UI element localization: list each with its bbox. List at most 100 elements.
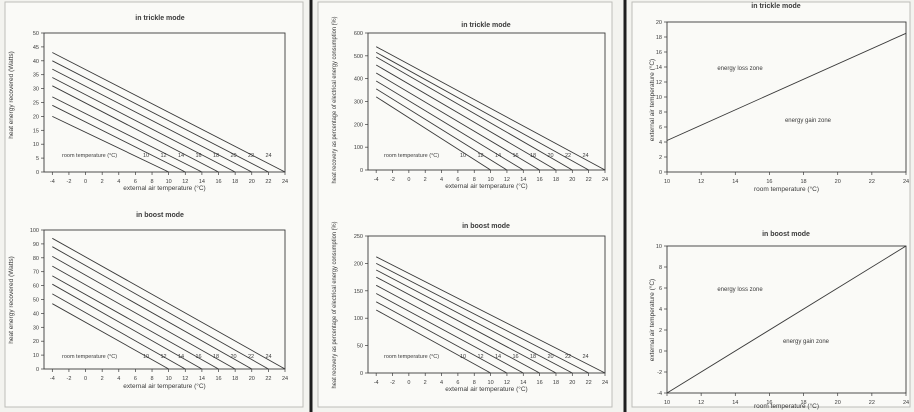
y-tick-label: 18 — [656, 35, 662, 41]
y-tick-label: 0 — [36, 367, 39, 373]
x-tick-label: 0 — [84, 376, 87, 382]
x-axis-label: external air temperature (°C) — [445, 385, 527, 393]
x-tick-label: 14 — [199, 376, 205, 382]
line-label: 24 — [265, 153, 271, 159]
series-line-22 — [375, 52, 589, 171]
y-tick-label: 16 — [656, 50, 662, 56]
y-tick-label: 90 — [33, 242, 39, 248]
series-line-14 — [375, 80, 524, 171]
x-tick-label: 14 — [732, 400, 738, 406]
x-tick-label: 10 — [664, 179, 670, 185]
y-tick-label: 250 — [354, 234, 363, 240]
x-tick-label: -4 — [374, 380, 379, 386]
y-tick-label: 30 — [33, 325, 39, 331]
series-line — [666, 245, 907, 394]
sheet-panel-2 — [317, 1, 613, 408]
series-line-24 — [52, 52, 286, 173]
x-axis-label: room temperature (°C) — [754, 185, 819, 193]
line-label: 18 — [530, 153, 536, 159]
series-line-16 — [375, 284, 540, 374]
y-tick-label: 14 — [656, 65, 662, 71]
x-tick-label: 12 — [504, 177, 510, 183]
x-tick-label: 24 — [282, 179, 288, 185]
chart-title: in trickle mode — [461, 22, 511, 29]
x-tick-label: 4 — [117, 376, 120, 382]
series-line-10 — [52, 115, 169, 173]
y-tick-label: 40 — [33, 311, 39, 317]
energy-loss-zone-label: energy loss zone — [717, 287, 763, 293]
line-label: 20 — [230, 354, 236, 360]
series-line-18 — [52, 77, 236, 173]
x-tick-label: -4 — [50, 179, 55, 185]
room-temperature-label: room temperature (°C) — [62, 153, 117, 159]
series-line-16 — [52, 85, 219, 173]
line-label: 14 — [178, 153, 184, 159]
y-tick-label: 80 — [33, 256, 39, 262]
x-tick-label: 22 — [586, 380, 592, 386]
x-tick-label: 8 — [151, 376, 154, 382]
sheet-panel-3 — [631, 1, 911, 408]
series-line-10 — [375, 309, 491, 374]
y-tick-label: 6 — [659, 286, 662, 292]
series-line-12 — [52, 293, 186, 370]
series-line-10 — [375, 96, 491, 171]
y-tick-label: 0 — [659, 170, 662, 176]
x-tick-label: 18 — [801, 179, 807, 185]
line-label: 24 — [265, 354, 271, 360]
x-tick-label: 24 — [903, 179, 909, 185]
x-tick-label: 16 — [766, 400, 772, 406]
x-tick-label: 8 — [473, 177, 476, 183]
series-line-22 — [375, 263, 589, 374]
line-label: 20 — [547, 354, 553, 360]
x-tick-label: 10 — [488, 380, 494, 386]
x-tick-label: 12 — [698, 179, 704, 185]
line-label: 22 — [248, 354, 254, 360]
y-tick-label: 8 — [659, 265, 662, 271]
sheet-panel-1 — [4, 1, 304, 408]
x-tick-label: 20 — [569, 177, 575, 183]
y-axis-label: heat energy recovered (Watts) — [8, 51, 15, 139]
y-tick-label: 400 — [354, 77, 363, 83]
x-axis-label: external air temperature (°C) — [123, 184, 205, 192]
chart-title: in boost mode — [462, 223, 510, 230]
y-tick-label: 200 — [354, 261, 363, 267]
y-tick-label: 10 — [656, 244, 662, 250]
chart-title: in boost mode — [136, 212, 184, 219]
x-tick-label: -2 — [390, 380, 395, 386]
x-tick-label: 16 — [537, 177, 543, 183]
line-label: 20 — [547, 153, 553, 159]
x-tick-label: 18 — [232, 179, 238, 185]
x-tick-label: 2 — [424, 177, 427, 183]
series-line — [666, 32, 907, 141]
y-tick-label: 10 — [33, 353, 39, 359]
line-label: 10 — [143, 153, 149, 159]
x-tick-label: 10 — [166, 179, 172, 185]
y-tick-label: 10 — [33, 142, 39, 148]
line-label: 16 — [512, 354, 518, 360]
y-tick-label: 2 — [659, 328, 662, 334]
x-tick-label: 14 — [520, 177, 526, 183]
y-tick-label: 20 — [656, 20, 662, 26]
energy-gain-zone-label: energy gain zone — [785, 118, 832, 124]
y-tick-label: 70 — [33, 270, 39, 276]
y-tick-label: 2 — [659, 155, 662, 161]
y-tick-label: 10 — [656, 95, 662, 101]
x-tick-label: 24 — [602, 380, 608, 386]
x-tick-label: 6 — [456, 177, 459, 183]
x-tick-label: -2 — [390, 177, 395, 183]
y-tick-label: 600 — [354, 31, 363, 37]
x-tick-label: 6 — [134, 179, 137, 185]
series-line-20 — [375, 269, 573, 374]
x-tick-label: 4 — [117, 179, 120, 185]
x-tick-label: 14 — [520, 380, 526, 386]
line-label: 24 — [582, 354, 588, 360]
series-line-24 — [375, 256, 606, 374]
y-tick-label: 50 — [357, 344, 363, 350]
line-label: 24 — [582, 153, 588, 159]
y-tick-label: 100 — [354, 145, 363, 151]
line-label: 18 — [213, 354, 219, 360]
x-tick-label: 12 — [504, 380, 510, 386]
y-tick-label: 0 — [360, 371, 363, 377]
x-tick-label: 16 — [215, 376, 221, 382]
y-tick-label: 5 — [36, 156, 39, 162]
